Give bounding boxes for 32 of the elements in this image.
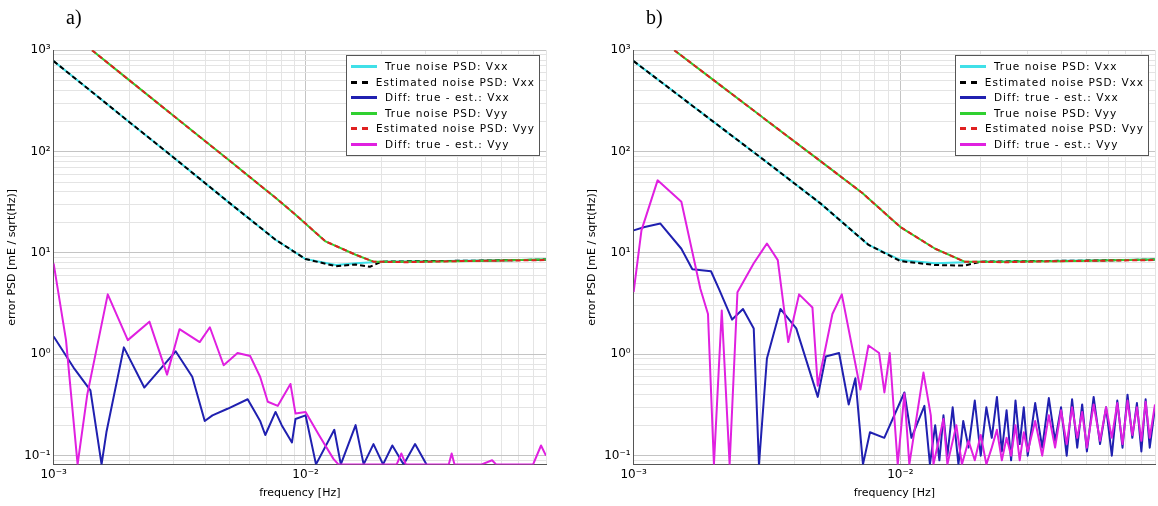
- legend-label: True noise PSD: Vyy: [385, 105, 509, 121]
- y-tick-label: 10³: [610, 42, 631, 57]
- legend-label: True noise PSD: Vxx: [994, 59, 1118, 75]
- y-tick-label: 10⁻¹: [24, 447, 51, 462]
- legend-label: Estimated noise PSD: Vxx: [375, 74, 535, 90]
- y-tick-label: 10⁻¹: [604, 447, 631, 462]
- x-axis-title: frequency [Hz]: [259, 486, 341, 500]
- chart-title: a): [66, 6, 82, 29]
- legend-label: Estimated noise PSD: Vyy: [985, 121, 1144, 137]
- y-tick-label: 10²: [610, 143, 631, 158]
- legend-label: Diff: true - est.: Vxx: [385, 90, 510, 106]
- legend-label: Diff: true - est.: Vyy: [385, 136, 510, 152]
- y-tick-label: 10²: [30, 143, 51, 158]
- legend-label: True noise PSD: Vxx: [385, 59, 509, 75]
- legend-label: True noise PSD: Vyy: [994, 105, 1118, 121]
- y-axis-title: error PSD [mE / sqrt(Hz)]: [585, 188, 599, 326]
- x-tick-label: 10⁻³: [620, 466, 648, 481]
- y-tick-label: 10¹: [30, 245, 51, 260]
- legend-label: Diff: true - est.: Vxx: [994, 90, 1119, 106]
- legend-label: Estimated noise PSD: Vxx: [984, 74, 1144, 90]
- y-tick-label: 10³: [30, 42, 51, 57]
- y-axis-title: error PSD [mE / sqrt(Hz)]: [5, 188, 19, 326]
- x-tick-label: 10⁻³: [40, 466, 68, 481]
- x-axis-title: frequency [Hz]: [853, 486, 935, 500]
- legend-label: Estimated noise PSD: Vyy: [376, 121, 535, 137]
- x-tick-label: 10⁻²: [887, 466, 914, 481]
- x-tick-label: 10⁻²: [292, 466, 319, 481]
- y-tick-label: 10¹: [610, 245, 631, 260]
- y-tick-label: 10⁰: [30, 346, 51, 361]
- legend-label: Diff: true - est.: Vyy: [994, 136, 1119, 152]
- y-tick-label: 10⁰: [610, 346, 631, 361]
- chart-title: b): [646, 6, 663, 29]
